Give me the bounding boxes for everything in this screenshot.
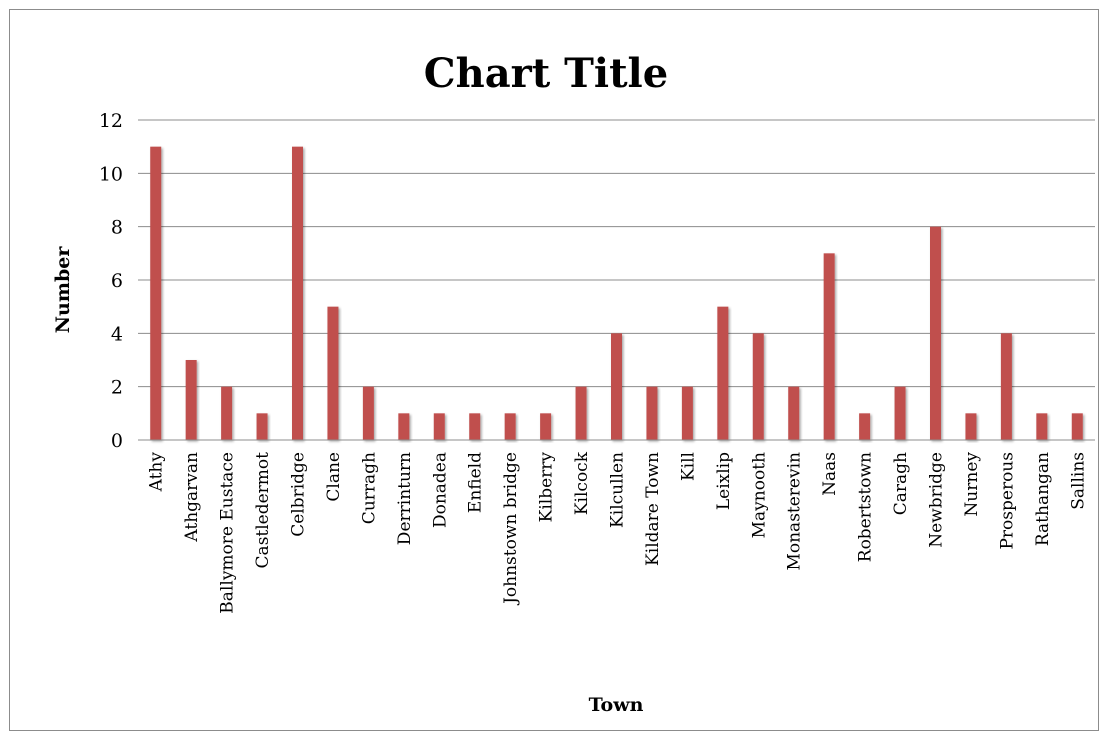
x-tick-label: Kilcullen bbox=[608, 452, 628, 528]
x-tick-label: Sallins bbox=[1068, 452, 1088, 510]
bar-leixlip bbox=[717, 306, 729, 440]
bar-rathangan bbox=[1036, 413, 1048, 440]
x-tick-label: Derrinturn bbox=[395, 452, 415, 545]
bar-caragh bbox=[894, 386, 906, 440]
bar-clane bbox=[327, 306, 339, 440]
x-tick-label: Kilberry bbox=[537, 452, 557, 523]
x-tick-label: Clane bbox=[324, 452, 344, 502]
bar-athy bbox=[150, 146, 162, 440]
bar-kildare-town bbox=[646, 386, 658, 440]
y-tick-label: 12 bbox=[99, 110, 123, 132]
chart-title: Chart Title bbox=[424, 50, 668, 97]
bar-castledermot bbox=[256, 413, 268, 440]
bar-robertstown bbox=[859, 413, 871, 440]
x-tick-label: Rathangan bbox=[1033, 452, 1053, 546]
bar-prosperous bbox=[1000, 333, 1012, 440]
y-axis-title: Number bbox=[52, 246, 74, 334]
bar-curragh bbox=[362, 386, 374, 440]
bar-naas bbox=[823, 253, 835, 440]
bar-ballymore-eustace bbox=[221, 386, 233, 440]
x-tick-label: Enfield bbox=[466, 452, 486, 513]
x-tick-label: Caragh bbox=[891, 452, 911, 515]
x-tick-label: Naas bbox=[820, 452, 840, 496]
bar-kilcock bbox=[575, 386, 587, 440]
x-tick-label: Kilcock bbox=[572, 451, 592, 515]
y-tick-label: 6 bbox=[111, 270, 123, 292]
y-tick-label: 0 bbox=[111, 430, 123, 452]
x-tick-label: Robertstown bbox=[856, 452, 876, 562]
x-tick-label: Kildare Town bbox=[643, 452, 663, 566]
bar-johnstown-bridge bbox=[504, 413, 516, 440]
bar-kill bbox=[681, 386, 693, 440]
x-axis-title: Town bbox=[589, 694, 644, 716]
x-tick-label: Maynooth bbox=[749, 452, 769, 538]
y-tick-label: 10 bbox=[99, 163, 123, 185]
y-tick-label: 2 bbox=[111, 377, 123, 399]
x-tick-label: Athy bbox=[147, 452, 167, 493]
x-tick-label: Ballymore Eustace bbox=[218, 452, 238, 614]
x-tick-label: Athgarvan bbox=[182, 452, 202, 543]
bar-celbridge bbox=[292, 146, 303, 440]
bar-nurney bbox=[965, 413, 977, 440]
bar-derrinturn bbox=[398, 413, 410, 440]
x-tick-label: Celbridge bbox=[289, 452, 309, 537]
bar-newbridge bbox=[930, 226, 941, 440]
x-tick-label: Donadea bbox=[430, 452, 450, 528]
bar-kilcullen bbox=[611, 333, 622, 440]
y-tick-label: 4 bbox=[111, 323, 123, 345]
x-tick-label: Nurney bbox=[962, 452, 982, 517]
x-tick-label: Leixlip bbox=[714, 452, 734, 510]
y-tick-labels: 0 2 4 6 8 10 12 bbox=[99, 110, 123, 452]
bar-chart: Chart Title 0 2 4 6 8 10 12 Athy Athgarvan Bally… bbox=[52, 50, 1095, 716]
x-tick-label: Curragh bbox=[359, 452, 379, 524]
bar-athgarvan bbox=[185, 360, 197, 440]
x-tick-label: Monasterevin bbox=[785, 452, 805, 571]
bar-sallins bbox=[1071, 413, 1083, 440]
bars bbox=[150, 146, 1083, 440]
x-tick-label: Castledermot bbox=[253, 452, 273, 569]
bar-monasterevin bbox=[788, 386, 800, 440]
y-tick-label: 8 bbox=[111, 217, 123, 239]
bar-enfield bbox=[469, 413, 481, 440]
x-tick-label: Prosperous bbox=[997, 452, 1017, 550]
x-tick-label: Johnstown bridge bbox=[501, 452, 521, 606]
bar-maynooth bbox=[752, 333, 764, 440]
x-tick-labels: Athy Athgarvan Ballymore Eustace Castlederm… bbox=[147, 451, 1089, 613]
bar-kilberry bbox=[540, 413, 552, 440]
x-tick-label: Kill bbox=[678, 452, 698, 481]
bar-donadea bbox=[433, 413, 445, 440]
chart-area: Chart Title 0 2 4 6 8 10 12 Athy Athgarvan Bally… bbox=[9, 9, 1099, 731]
x-tick-label: Newbridge bbox=[927, 452, 947, 548]
